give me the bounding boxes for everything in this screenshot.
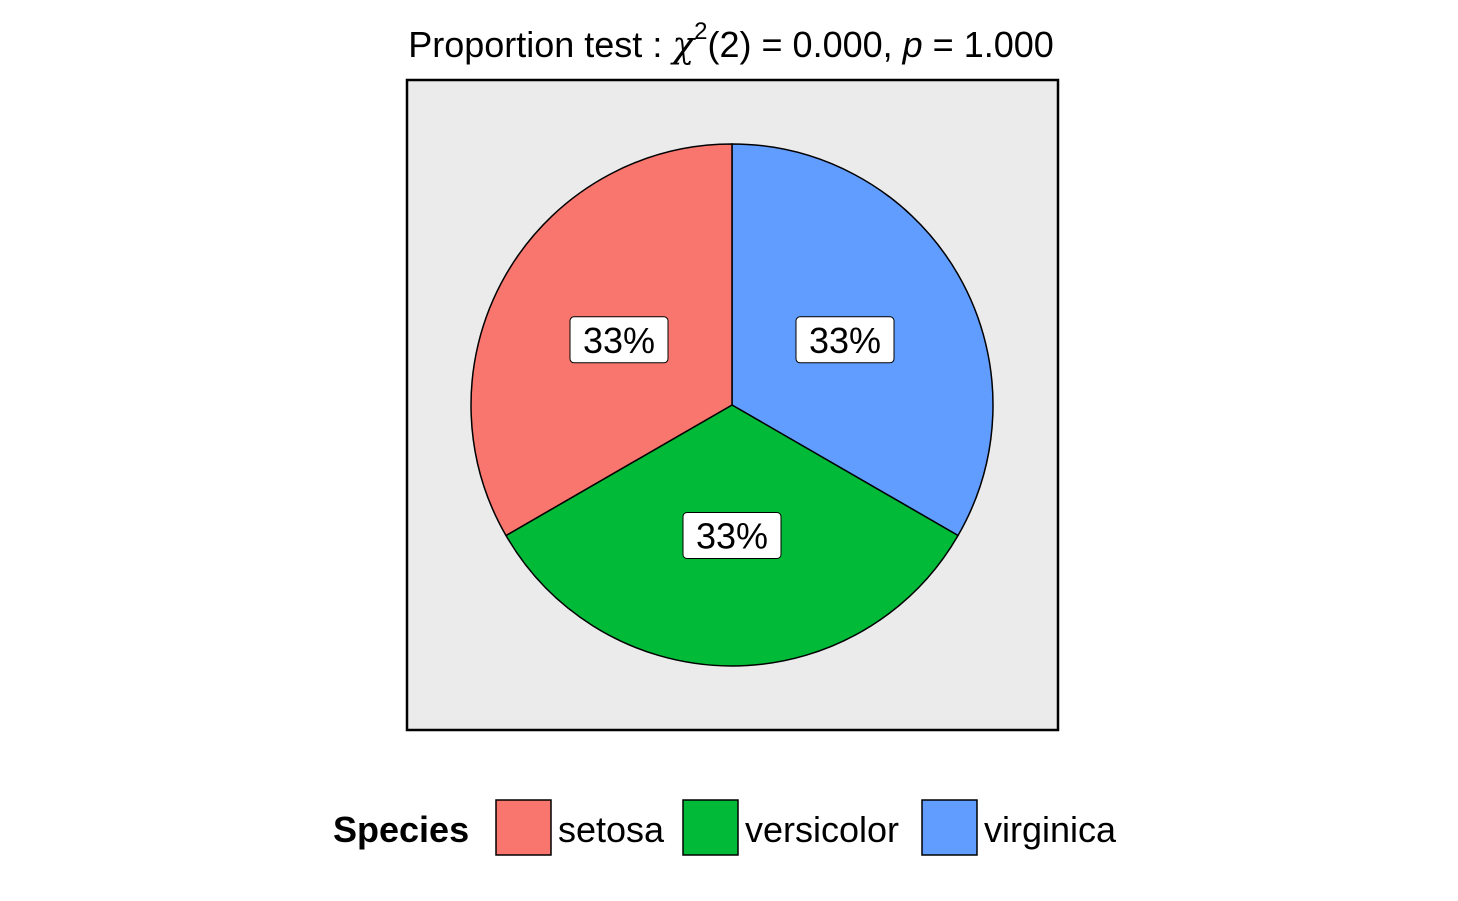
- legend-label-setosa: setosa: [558, 809, 665, 850]
- legend-key-virginica: [921, 799, 978, 856]
- slice-label-versicolor: 33%: [682, 512, 782, 559]
- title-superscript: 2: [694, 18, 707, 45]
- slice-label-virginica: 33%: [795, 316, 895, 364]
- slice-label-box: [795, 316, 895, 364]
- title-df-stat: (2) = 0.000,: [708, 24, 903, 65]
- pie-slices: [470, 143, 994, 667]
- title-chi-symbol: χ: [669, 25, 696, 66]
- legend-label-versicolor: versicolor: [745, 809, 899, 850]
- legend-key-setosa: [495, 799, 552, 856]
- title-p-symbol: p: [902, 24, 923, 65]
- pie-slice-labels: 33% 33% 33%: [569, 316, 895, 559]
- legend: Species setosa versicolor virginica: [333, 799, 1117, 856]
- title-prefix: Proportion test :: [408, 24, 672, 65]
- slice-label-text: 33%: [809, 320, 881, 361]
- slice-label-box: [569, 316, 669, 364]
- slice-label-setosa: 33%: [569, 316, 669, 364]
- title-p-value: = 1.000: [923, 24, 1054, 65]
- chart-title: Proportion test : χ2(2) = 0.000, p = 1.0…: [408, 18, 1054, 66]
- legend-key-versicolor: [682, 799, 739, 856]
- slice-label-text: 33%: [696, 516, 768, 557]
- slice-label-box: [682, 512, 782, 559]
- legend-label-virginica: virginica: [984, 809, 1117, 850]
- legend-title: Species: [333, 809, 469, 850]
- slice-label-text: 33%: [583, 320, 655, 361]
